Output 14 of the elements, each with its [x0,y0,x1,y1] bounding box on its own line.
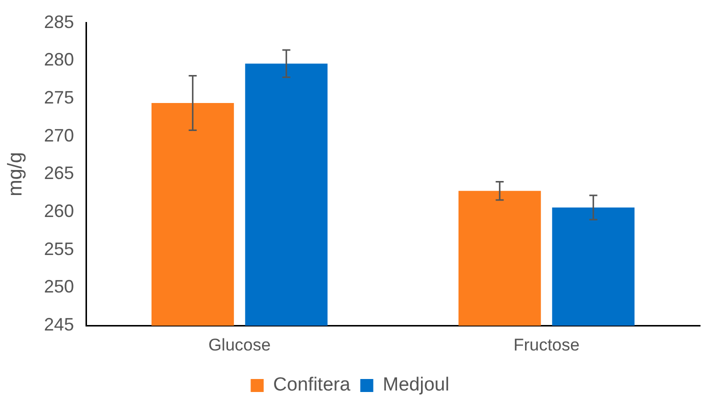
y-axis-title: mg/g [4,152,27,196]
legend-label: Confitera [273,374,351,396]
x-tick-label: Fructose [513,335,580,354]
x-tick-label: Glucose [208,335,271,354]
y-tick-label: 245 [44,314,74,335]
y-tick-label: 280 [44,50,74,70]
y-tick-label: 250 [44,276,74,297]
y-tick-label: 275 [44,87,74,108]
y-tick-label: 255 [44,238,74,259]
legend-label: Medjoul [382,374,450,396]
y-tick-label: 265 [44,163,74,184]
y-tick-label: 270 [44,125,74,146]
y-tick-label: 260 [44,201,74,222]
y-tick-label: 285 [44,12,74,32]
